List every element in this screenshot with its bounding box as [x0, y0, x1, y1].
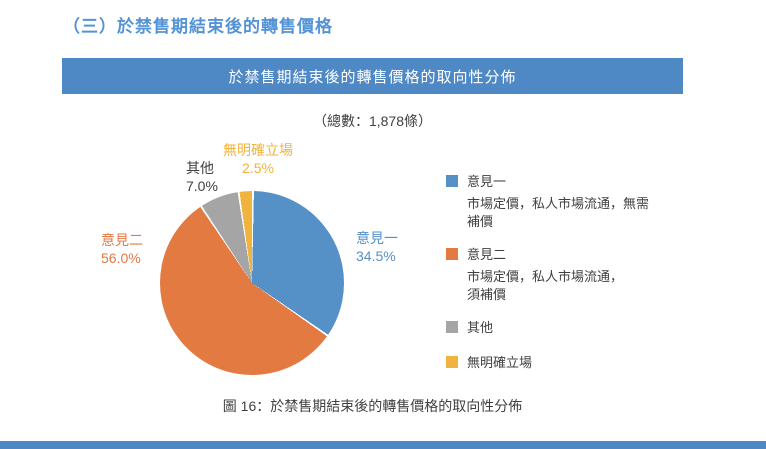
pie-label-opinion1: 意見一 34.5%: [356, 229, 398, 265]
legend-desc-line: 須補價: [467, 287, 507, 302]
legend-desc-line: 市場定價，私人市場流通，: [467, 269, 624, 284]
legend-description: 市場定價，私人市場流通，無需 補價: [467, 195, 711, 231]
pie-label-other: 其他 7.0%: [186, 159, 218, 195]
chart-title-banner: 於禁售期結束後的轉售價格的取向性分佈: [62, 58, 683, 94]
pie-label-opinion2-name: 意見二: [101, 232, 143, 248]
legend-label: 意見二: [467, 247, 507, 262]
legend-swatch-yellow: [446, 355, 458, 368]
legend-swatch-gray: [446, 320, 458, 333]
chart-legend: 意見一 市場定價，私人市場流通，無需 補價 意見二 市場定價，私人市場流通， 須…: [446, 171, 711, 387]
chart-title: 於禁售期結束後的轉售價格的取向性分佈: [228, 68, 517, 86]
legend-item-other: 其他: [446, 317, 711, 336]
legend-item-opinion1: 意見一 市場定價，私人市場流通，無需 補價: [446, 171, 711, 231]
pie-label-other-value: 7.0%: [186, 178, 218, 194]
legend-swatch-orange: [446, 247, 458, 260]
chart-total-label: （總數：1,878條）: [312, 113, 433, 129]
legend-swatch-blue: [446, 174, 458, 187]
legend-desc-line: 補價: [467, 214, 494, 229]
legend-row: 其他: [446, 317, 711, 336]
legend-row: 意見一: [446, 171, 711, 190]
footer-accent-bar: [0, 441, 766, 449]
pie-label-no-stance: 無明確立場 2.5%: [193, 141, 323, 177]
figure-caption: 圖 16：於禁售期結束後的轉售價格的取向性分佈: [222, 398, 523, 414]
pie-label-opinion2: 意見二 56.0%: [101, 231, 143, 267]
pie-label-opinion1-name: 意見一: [356, 230, 398, 246]
legend-desc-line: 市場定價，私人市場流通，無需: [467, 196, 650, 211]
pie-label-no-stance-name: 無明確立場: [223, 142, 293, 158]
legend-item-no-stance: 無明確立場: [446, 352, 711, 371]
legend-description: 市場定價，私人市場流通， 須補價: [467, 268, 711, 304]
pie-label-opinion2-value: 56.0%: [101, 250, 141, 266]
legend-label: 無明確立場: [467, 355, 533, 370]
legend-label: 意見一: [467, 174, 507, 189]
pie-chart: [160, 191, 344, 375]
pie-label-no-stance-value: 2.5%: [242, 160, 274, 176]
legend-item-opinion2: 意見二 市場定價，私人市場流通， 須補價: [446, 244, 711, 304]
legend-row: 無明確立場: [446, 352, 711, 371]
section-title: （三）於禁售期結束後的轉售價格: [63, 17, 333, 36]
pie-label-other-name: 其他: [186, 160, 214, 176]
legend-label: 其他: [467, 320, 494, 335]
legend-row: 意見二: [446, 244, 711, 263]
pie-label-opinion1-value: 34.5%: [356, 248, 396, 264]
